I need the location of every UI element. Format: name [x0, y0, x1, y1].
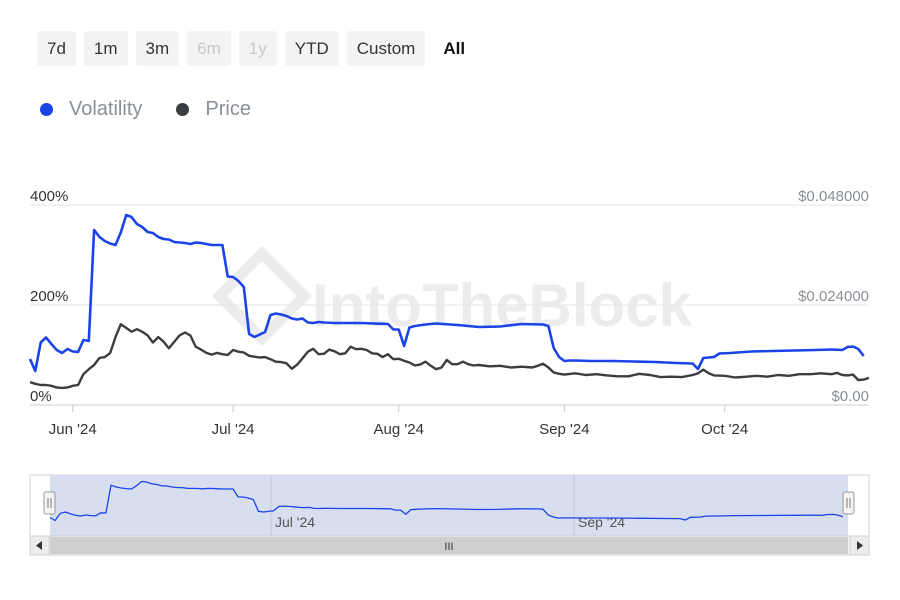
y-left-tick-label: 0%	[30, 388, 52, 405]
triangle-left-icon	[36, 541, 42, 550]
range-button-1y: 1y	[238, 31, 277, 66]
range-button-1m[interactable]: 1m	[83, 31, 128, 66]
navigator[interactable]: Jul '24 Sep '24	[29, 474, 870, 537]
legend-item-volatility[interactable]: Volatility	[40, 98, 142, 121]
price-dot-icon	[176, 103, 190, 116]
watermark-logo-icon	[211, 245, 313, 347]
legend-label-price: Price	[205, 98, 251, 120]
navigator-series-line	[49, 480, 844, 522]
x-tick-label: Jun '24	[49, 421, 97, 438]
x-tick-label: Sep '24	[539, 421, 589, 438]
navigator-handle-icon	[43, 491, 56, 515]
y-right-tick-label: $0.00	[831, 388, 869, 405]
legend-item-price[interactable]: Price	[176, 98, 251, 121]
triangle-right-icon	[857, 541, 863, 550]
scrollbar-grip: III	[444, 541, 453, 553]
range-button-6m: 6m	[187, 31, 231, 66]
price-line	[29, 323, 870, 390]
y-right-tick-label: $0.024000	[798, 288, 869, 305]
grid	[30, 204, 869, 406]
y-axis-right: $0.00 $0.024000 $0.048000	[798, 188, 869, 405]
navigator-handle-icon	[842, 491, 855, 515]
range-button-ytd[interactable]: YTD	[284, 31, 339, 66]
range-selector: 7d 1m 3m 6m 1y YTD Custom All	[37, 31, 475, 66]
range-button-all[interactable]: All	[443, 39, 466, 58]
navigator-label-sep: Sep '24	[578, 514, 625, 530]
y-left-tick-label: 400%	[30, 188, 68, 205]
navigator-label-jul: Jul '24	[275, 514, 315, 530]
x-tick-label: Oct '24	[701, 421, 748, 438]
range-button-3m[interactable]: 3m	[135, 31, 180, 66]
volatility-line	[28, 213, 865, 373]
scrollbar[interactable]: III	[29, 535, 870, 556]
y-right-tick-label: $0.048000	[798, 188, 869, 205]
scrollbar-thumb[interactable]	[50, 537, 848, 554]
x-tick-label: Aug '24	[374, 421, 424, 438]
y-left-tick-label: 200%	[30, 288, 68, 305]
navigator-selection[interactable]	[50, 475, 848, 536]
series-lines	[28, 213, 870, 390]
volatility-dot-icon	[40, 103, 53, 116]
range-button-7d[interactable]: 7d	[37, 31, 76, 66]
legend-label-volatility: Volatility	[69, 98, 143, 120]
range-button-custom[interactable]: Custom	[346, 31, 426, 66]
x-tick-label: Jul '24	[212, 421, 255, 438]
legend: Volatility Price	[40, 98, 251, 121]
y-axis-left: 0% 200% 400%	[30, 188, 68, 405]
x-axis: Jun '24 Jul '24 Aug '24 Sep '24 Oct '24	[49, 405, 748, 438]
navigator-handle-right[interactable]	[842, 491, 855, 515]
navigator-handle-left[interactable]	[43, 491, 56, 515]
